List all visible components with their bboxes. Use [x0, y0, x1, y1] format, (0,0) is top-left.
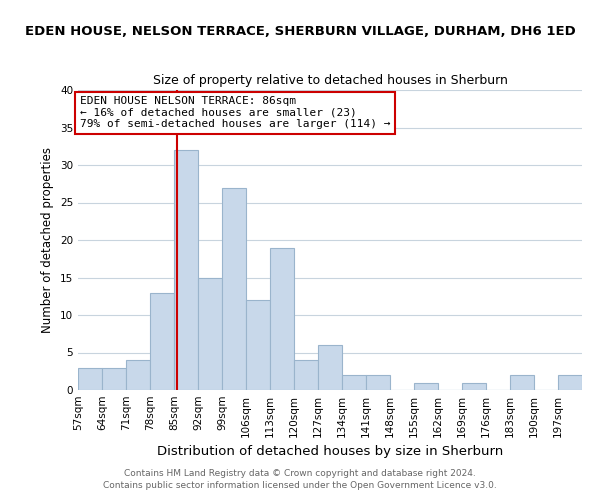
Bar	[510, 375, 534, 390]
Bar	[318, 345, 342, 390]
Bar	[102, 368, 126, 390]
Bar	[270, 248, 294, 390]
Bar	[78, 368, 102, 390]
X-axis label: Distribution of detached houses by size in Sherburn: Distribution of detached houses by size …	[157, 446, 503, 458]
Bar	[366, 375, 390, 390]
Bar	[462, 382, 486, 390]
Bar	[222, 188, 246, 390]
Text: Contains HM Land Registry data © Crown copyright and database right 2024.: Contains HM Land Registry data © Crown c…	[124, 468, 476, 477]
Text: Contains public sector information licensed under the Open Government Licence v3: Contains public sector information licen…	[103, 481, 497, 490]
Bar	[126, 360, 150, 390]
Title: Size of property relative to detached houses in Sherburn: Size of property relative to detached ho…	[152, 74, 508, 88]
Bar	[150, 292, 174, 390]
Bar	[198, 278, 222, 390]
Bar	[174, 150, 198, 390]
Bar	[294, 360, 318, 390]
Bar	[342, 375, 366, 390]
Text: EDEN HOUSE NELSON TERRACE: 86sqm
← 16% of detached houses are smaller (23)
79% o: EDEN HOUSE NELSON TERRACE: 86sqm ← 16% o…	[80, 96, 390, 129]
Bar	[414, 382, 438, 390]
Text: EDEN HOUSE, NELSON TERRACE, SHERBURN VILLAGE, DURHAM, DH6 1ED: EDEN HOUSE, NELSON TERRACE, SHERBURN VIL…	[25, 25, 575, 38]
Y-axis label: Number of detached properties: Number of detached properties	[41, 147, 55, 333]
Bar	[246, 300, 270, 390]
Bar	[558, 375, 582, 390]
